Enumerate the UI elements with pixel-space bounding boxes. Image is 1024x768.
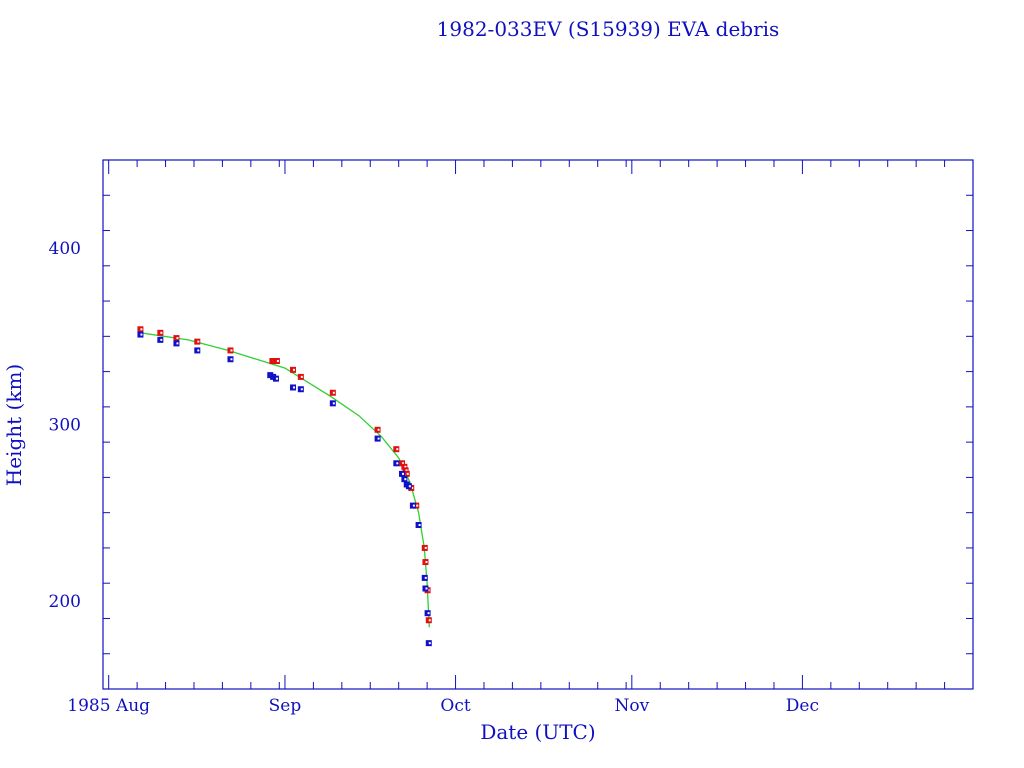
data-point <box>173 335 180 342</box>
marker-inner <box>300 375 303 378</box>
marker-inner <box>427 612 430 615</box>
y-tick-label: 400 <box>49 239 81 259</box>
data-point <box>272 375 279 382</box>
data-point <box>425 640 432 647</box>
marker-inner <box>140 333 143 336</box>
data-points <box>137 326 432 647</box>
marker-inner <box>396 462 399 465</box>
y-tick-labels: 200 300 400 <box>49 239 81 612</box>
marker-inner <box>293 386 296 389</box>
data-point <box>273 358 280 365</box>
data-point <box>415 522 422 529</box>
data-point <box>374 426 381 433</box>
data-point <box>421 574 428 581</box>
data-point <box>227 356 234 363</box>
marker-inner <box>276 360 279 363</box>
marker-inner <box>332 391 335 394</box>
marker-inner <box>176 337 179 340</box>
plot-frame <box>102 159 974 690</box>
x-tick-labels: 1985 Aug Sep Oct Nov Dec <box>67 696 819 716</box>
data-point <box>157 336 164 343</box>
x-tick-label: Oct <box>440 696 470 716</box>
marker-inner <box>427 589 430 592</box>
marker-inner <box>406 472 409 475</box>
data-point <box>399 470 406 477</box>
data-point <box>403 470 410 477</box>
marker-inner <box>230 358 233 361</box>
y-tick-label: 200 <box>49 592 81 612</box>
data-point <box>422 585 429 592</box>
data-point <box>409 502 416 509</box>
data-point <box>393 446 400 453</box>
data-point <box>401 476 408 483</box>
data-point <box>393 460 400 467</box>
marker-inner <box>402 462 405 465</box>
y-axis-label: Height (km) <box>2 364 26 486</box>
marker-inner <box>424 576 427 579</box>
marker-inner <box>197 340 200 343</box>
data-point <box>374 435 381 442</box>
data-point <box>157 329 164 336</box>
marker-inner <box>416 504 419 507</box>
y-tick-label: 300 <box>49 416 81 436</box>
data-point <box>290 366 297 373</box>
data-point <box>173 340 180 347</box>
data-point <box>290 384 297 391</box>
data-point <box>194 338 201 345</box>
marker-inner <box>408 485 411 488</box>
marker-inner <box>293 368 296 371</box>
data-point <box>137 326 144 333</box>
marker-inner <box>197 349 200 352</box>
marker-inner <box>425 561 428 564</box>
data-point <box>329 389 336 396</box>
chart-title: 1982-033EV (S15939) EVA debris <box>437 17 780 41</box>
data-point <box>421 544 428 551</box>
x-tick-label: Nov <box>614 696 649 716</box>
data-point <box>399 460 406 467</box>
data-point <box>329 400 336 407</box>
marker-inner <box>405 469 408 472</box>
data-point <box>405 483 412 490</box>
data-point <box>422 559 429 566</box>
marker-inner <box>428 642 431 645</box>
data-point <box>297 386 304 393</box>
data-point <box>401 463 408 470</box>
data-point <box>413 502 420 509</box>
marker-inner <box>230 349 233 352</box>
marker-inner <box>275 377 278 380</box>
marker-inner <box>418 524 421 527</box>
marker-inner <box>160 338 163 341</box>
data-point <box>227 347 234 354</box>
marker-inner <box>425 587 428 590</box>
marker-inner <box>140 328 143 331</box>
data-point <box>137 331 144 338</box>
data-point <box>424 610 431 617</box>
marker-inner <box>428 619 431 622</box>
data-point <box>194 347 201 354</box>
data-point <box>402 467 409 474</box>
x-tick-label: Dec <box>786 696 819 716</box>
marker-inner <box>160 331 163 334</box>
fit-line <box>140 332 430 628</box>
marker-inner <box>176 342 179 345</box>
marker-inner <box>377 428 380 431</box>
data-point <box>425 617 432 624</box>
x-tick-label: 1985 Aug <box>67 696 150 716</box>
marker-inner <box>377 437 380 440</box>
marker-inner <box>424 546 427 549</box>
marker-inner <box>404 465 407 468</box>
x-axis-label: Date (UTC) <box>480 720 595 744</box>
x-tick-label: Sep <box>269 696 302 716</box>
marker-inner <box>412 504 415 507</box>
axis-ticks <box>103 160 973 689</box>
marker-inner <box>404 478 407 481</box>
marker-inner <box>300 388 303 391</box>
marker-inner <box>411 486 414 489</box>
marker-inner <box>402 472 405 475</box>
marker-inner <box>396 448 399 451</box>
marker-inner <box>332 402 335 405</box>
data-point <box>297 373 304 380</box>
